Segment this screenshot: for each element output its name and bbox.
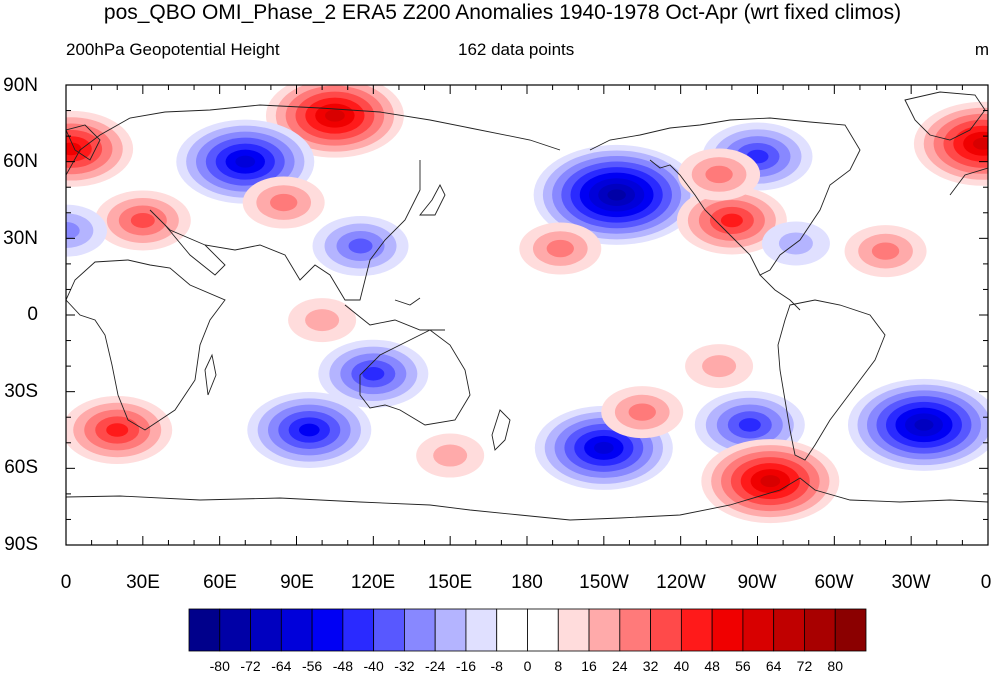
anomaly-contour-23-3 [628, 403, 656, 421]
coastlines [66, 91, 988, 521]
colorbar-label: 48 [704, 658, 720, 674]
colorbar-label: -72 [240, 658, 261, 674]
anomaly-contour-19-8 [914, 419, 934, 431]
lon-label-30w: 30W [891, 572, 931, 593]
lat-label-60n: 60N [3, 151, 38, 172]
colorbar-swatch [588, 608, 621, 652]
colorbar-swatch [834, 608, 867, 652]
anomaly-contour-21-7 [760, 475, 781, 488]
lat-label-90n: 90N [3, 75, 38, 96]
colorbar-label: 8 [554, 658, 563, 674]
anomaly-contour-14-3 [871, 242, 900, 260]
colorbar-swatch [280, 608, 313, 652]
colorbar-swatch [804, 608, 836, 652]
colorbar-label: -32 [394, 658, 415, 674]
colorbar-label: 32 [642, 658, 659, 674]
colorbar-label: 0 [523, 658, 532, 674]
anomaly-contour-10-3 [705, 165, 733, 184]
anomaly-contour-0-7 [325, 109, 345, 122]
anomaly-contour-22-2 [702, 355, 737, 378]
colorbar-label: -80 [209, 658, 230, 674]
anomaly-contour-18-5 [738, 418, 761, 432]
colorbar-swatch [680, 608, 713, 652]
anomaly-contour-3-7 [235, 155, 256, 168]
units-label: m [974, 40, 989, 59]
lon-label-0-end: 0 [980, 572, 992, 593]
colorbar-swatch [742, 608, 775, 652]
colorbar-label: 24 [612, 658, 628, 674]
lat-label-30n: 30N [3, 228, 38, 249]
colorbar-label: -64 [271, 658, 292, 674]
anomaly-contour-9-3 [546, 239, 574, 258]
lat-label-30s: 30S [4, 381, 38, 402]
lon-label-30e: 30E [126, 572, 160, 593]
colorbar-swatch [557, 608, 590, 652]
colorbar-swatch [619, 608, 651, 652]
anomaly-contour-16-6 [298, 423, 320, 437]
anomaly-contour-7-4 [130, 212, 155, 228]
colorbar-swatch [496, 608, 528, 652]
anomaly-contour-17-7 [593, 441, 614, 454]
colorbar-swatch [404, 608, 436, 652]
colorbar-swatch [250, 608, 282, 652]
colorbar-label: 40 [673, 658, 690, 674]
lat-label-eq: 0 [27, 304, 38, 325]
colorbar-label: 16 [581, 658, 597, 674]
lon-label-60w: 60W [814, 572, 854, 593]
colorbar-swatch [434, 608, 467, 652]
variable-label: 200hPa Geopotential Height [66, 40, 280, 59]
colorbar-swatch [650, 608, 682, 652]
colorbar-label: 56 [735, 658, 751, 674]
lon-label-180: 180 [511, 572, 543, 593]
colorbar-swatch [773, 608, 805, 652]
colorbar-label: -16 [455, 658, 477, 674]
colorbar-swatch [711, 608, 744, 652]
lon-label-0: 0 [60, 572, 72, 593]
anomaly-contour-12-3 [66, 222, 80, 240]
colorbar-label: -8 [490, 658, 503, 674]
lat-label-90s: 90S [4, 534, 38, 555]
lon-label-90w: 90W [737, 572, 777, 593]
colorbar-swatch [219, 608, 251, 652]
colorbar-label: -56 [301, 658, 323, 674]
axis-ticks [65, 84, 989, 546]
colorbar-swatch [188, 608, 221, 652]
anomaly-contour-24-2 [305, 309, 340, 332]
colorbar-label: 80 [827, 658, 844, 674]
anomaly-contours [66, 85, 988, 524]
colorbar-label: -48 [332, 658, 353, 674]
colorbar-swatch [465, 608, 498, 652]
colorbar-label: -40 [363, 658, 384, 674]
lon-label-150e: 150E [427, 572, 473, 593]
anomaly-contour-4-9 [607, 189, 626, 201]
colorbar [188, 608, 867, 652]
anomaly-contour-20-5 [106, 423, 129, 437]
colorbar-swatch [373, 608, 405, 652]
colorbar-label: -24 [425, 658, 446, 674]
colorbar-label: 64 [765, 658, 782, 674]
lon-label-150w: 150W [579, 572, 629, 593]
data-count-label: 162 data points [458, 40, 575, 59]
lon-label-90e: 90E [280, 572, 314, 593]
lon-label-120e: 120E [350, 572, 396, 593]
lon-label-120w: 120W [656, 572, 706, 593]
anomaly-contour-11-4 [348, 238, 373, 254]
anomaly-contour-6-5 [720, 213, 743, 228]
colorbar-swatch [342, 608, 375, 652]
colorbar-label: 72 [796, 658, 813, 674]
anomaly-contour-25-2 [433, 444, 468, 467]
lat-label-60s: 60S [4, 457, 38, 478]
colorbar-swatch [311, 608, 344, 652]
anomaly-contour-8-3 [270, 193, 298, 212]
lon-label-60e: 60E [203, 572, 237, 593]
map-title: pos_QBO OMI_Phase_2 ERA5 Z200 Anomalies … [103, 1, 902, 24]
anomaly-contour-15-5 [362, 366, 385, 381]
anomaly-contour-2-7 [973, 137, 988, 150]
colorbar-swatch [527, 608, 559, 652]
